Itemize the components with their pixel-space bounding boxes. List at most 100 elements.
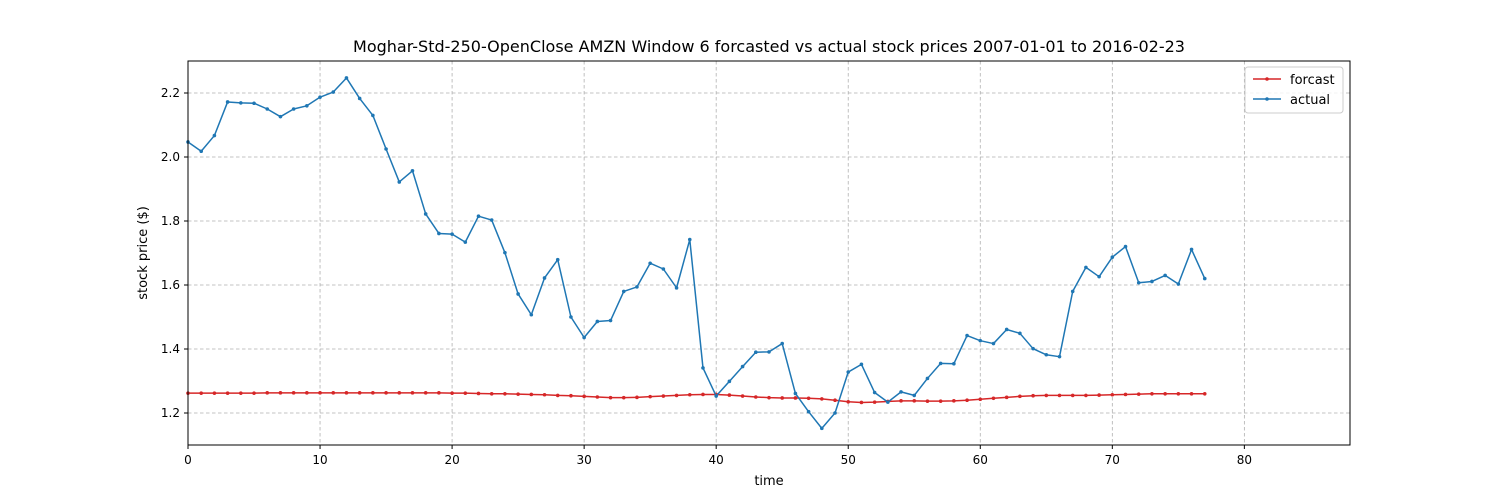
series-forcast: [186, 391, 1207, 405]
grid: [187, 61, 1350, 445]
x-tick-label: 30: [576, 453, 591, 467]
data-point-actual: [450, 232, 454, 236]
data-point-forcast: [687, 392, 692, 397]
data-point-actual: [701, 366, 705, 370]
data-point-actual: [780, 341, 785, 346]
data-point-actual: [582, 335, 586, 340]
legend-label-forcast: forcast: [1290, 73, 1335, 88]
data-point-actual: [437, 231, 441, 236]
data-point-actual: [344, 76, 349, 80]
data-point-actual: [899, 390, 903, 394]
data-point-forcast: [529, 392, 534, 397]
data-point-forcast: [371, 391, 375, 395]
data-point-actual: [952, 361, 956, 366]
data-point-actual: [806, 409, 811, 414]
data-point-forcast: [740, 394, 745, 398]
data-point-forcast: [1018, 394, 1022, 399]
data-point-forcast: [635, 395, 639, 400]
data-point-actual: [1057, 354, 1062, 359]
data-point-forcast: [925, 399, 930, 403]
data-point-forcast: [965, 398, 969, 403]
data-point-actual: [1123, 244, 1128, 249]
data-point-forcast: [476, 391, 481, 396]
data-point-actual: [199, 149, 204, 154]
data-point-actual: [886, 400, 890, 404]
data-point-actual: [357, 96, 362, 101]
data-point-forcast: [305, 391, 309, 395]
data-point-forcast: [212, 391, 217, 395]
data-point-forcast: [661, 394, 666, 398]
data-point-forcast: [648, 394, 652, 399]
data-point-actual: [833, 411, 837, 415]
data-point-forcast: [331, 391, 336, 395]
data-point-forcast: [952, 399, 956, 403]
data-point-forcast: [344, 391, 349, 395]
series-line-actual: [187, 77, 1206, 430]
data-point-forcast: [239, 391, 243, 395]
x-tick-label: 40: [709, 453, 724, 467]
data-point-actual: [846, 370, 851, 374]
data-point-actual: [1163, 273, 1167, 278]
data-point-actual: [991, 341, 996, 346]
data-point-actual: [331, 90, 336, 94]
data-point-forcast: [1044, 393, 1049, 398]
data-point-actual: [608, 318, 613, 323]
data-point-actual: [1189, 247, 1194, 252]
series-layer: [186, 76, 1207, 431]
data-point-forcast: [1110, 392, 1115, 397]
data-point-forcast: [978, 397, 983, 402]
data-point-actual: [753, 350, 758, 355]
data-point-forcast: [872, 400, 877, 404]
data-point-actual: [661, 267, 666, 271]
data-point-forcast: [437, 391, 441, 395]
data-point-actual: [476, 214, 481, 218]
data-point-actual: [714, 394, 718, 398]
data-point-forcast: [423, 391, 428, 395]
data-point-actual: [410, 168, 415, 173]
data-point-forcast: [542, 392, 547, 397]
data-point-forcast: [410, 391, 415, 395]
data-point-forcast: [252, 391, 256, 395]
x-tick-label: 70: [1105, 453, 1120, 467]
data-point-actual: [384, 147, 388, 151]
data-point-actual: [820, 426, 824, 431]
data-point-forcast: [278, 391, 283, 395]
y-tick-label: 1.4: [161, 342, 180, 356]
data-point-forcast: [1123, 392, 1128, 397]
data-point-forcast: [1150, 392, 1154, 396]
data-point-forcast: [357, 391, 362, 395]
data-point-actual: [265, 107, 270, 111]
data-point-forcast: [859, 400, 864, 405]
data-point-forcast: [793, 396, 798, 400]
data-point-forcast: [1070, 393, 1075, 398]
data-point-forcast: [595, 395, 600, 399]
data-point-actual: [489, 218, 494, 222]
x-axis-label: time: [754, 474, 783, 489]
data-point-actual: [1110, 255, 1115, 259]
data-point-forcast: [1057, 393, 1062, 398]
data-point-actual: [305, 104, 309, 108]
data-point-forcast: [899, 399, 903, 403]
series-actual: [186, 76, 1207, 431]
y-tick-label: 2.0: [161, 150, 180, 164]
data-point-actual: [423, 212, 428, 216]
data-point-forcast: [767, 395, 771, 400]
data-point-actual: [938, 361, 943, 366]
data-point-actual: [595, 319, 600, 324]
data-point-forcast: [1136, 392, 1141, 396]
data-point-actual: [1150, 279, 1154, 284]
data-point-actual: [291, 107, 296, 111]
data-point-actual: [529, 312, 534, 317]
data-point-actual: [621, 289, 626, 294]
data-point-actual: [542, 276, 547, 280]
data-point-actual: [965, 333, 969, 338]
data-point-actual: [503, 250, 507, 255]
x-tick-label: 80: [1237, 453, 1252, 467]
data-point-forcast: [1004, 395, 1009, 400]
data-point-actual: [212, 133, 217, 138]
legend-label-actual: actual: [1290, 93, 1330, 108]
data-point-forcast: [199, 391, 204, 395]
data-point-forcast: [1097, 393, 1101, 397]
data-point-actual: [727, 379, 732, 384]
data-point-actual: [1136, 280, 1141, 285]
